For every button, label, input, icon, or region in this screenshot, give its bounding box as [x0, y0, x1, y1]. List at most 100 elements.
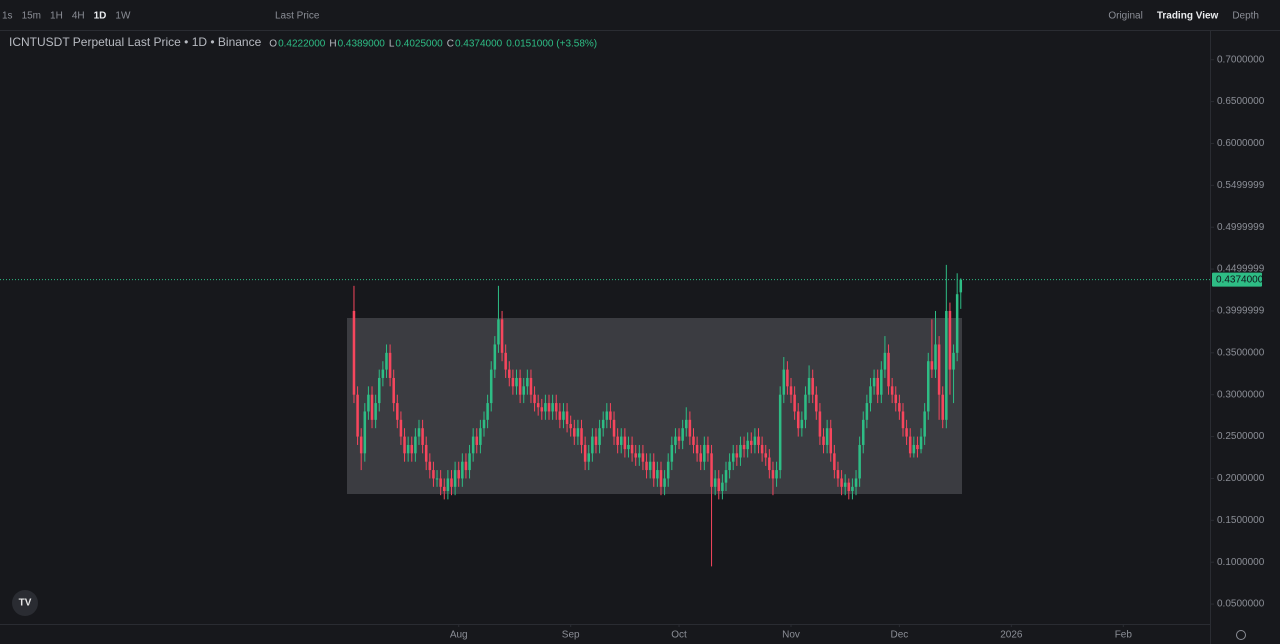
candle-body [760, 444, 764, 454]
candle-body [836, 470, 840, 479]
candle-body [630, 444, 634, 454]
candle-body [869, 386, 872, 404]
candle-body [638, 453, 641, 458]
candle-body [443, 486, 446, 492]
y-tick-label: 0.1000000 [1217, 557, 1265, 568]
candle-body [674, 436, 677, 445]
candle-body [605, 411, 609, 420]
candle-body [804, 394, 807, 420]
candle-body [573, 428, 576, 437]
candle-body [919, 436, 923, 450]
legend-value: 0.4389000 [338, 39, 386, 50]
tv-logo-text: TV [19, 598, 32, 609]
candle-body [533, 394, 536, 404]
y-tick-label: 0.3999999 [1217, 306, 1265, 317]
candle-body [377, 377, 381, 404]
interval-button[interactable]: 1W [115, 11, 131, 22]
x-tick-label: Dec [890, 630, 908, 641]
candle-body [843, 482, 847, 487]
candle-body [789, 386, 793, 395]
x-tick-label: Aug [450, 630, 468, 641]
candle-body [385, 352, 388, 370]
interval-button[interactable]: 1D [94, 11, 107, 22]
candle-body [522, 386, 525, 395]
interval-button[interactable]: 15m [22, 11, 41, 22]
candle-body [703, 444, 706, 462]
view-tab[interactable]: Original [1108, 11, 1142, 22]
y-tick-label: 0.3500000 [1217, 347, 1265, 358]
candle-body [692, 436, 695, 445]
candle-body [576, 428, 580, 437]
candle-body [894, 394, 898, 404]
candle-body [764, 453, 767, 458]
candle-body [374, 403, 377, 420]
candle-body [381, 369, 385, 378]
legend-key: L [389, 39, 395, 50]
candle-body [594, 436, 598, 445]
candle-body [508, 369, 511, 378]
interval-button[interactable]: 4H [72, 11, 85, 22]
candle-body [945, 310, 948, 420]
candle-body [916, 444, 919, 450]
legend-key: H [329, 39, 336, 50]
candle-body [825, 428, 829, 445]
y-tick-label: 0.3000000 [1217, 389, 1265, 400]
candle-body [551, 403, 554, 412]
candle-body [580, 428, 583, 445]
candle-body [569, 424, 572, 429]
candle-body [453, 470, 457, 487]
candle-body [591, 436, 594, 454]
candle-body [645, 461, 648, 471]
candle-body [363, 411, 367, 454]
candle-body [461, 461, 464, 479]
candle-body [670, 444, 674, 462]
price-mode[interactable]: Last Price [275, 11, 320, 22]
candle-body [778, 394, 782, 471]
candle-body [746, 440, 749, 450]
candle-body [450, 478, 453, 487]
candle-body [435, 478, 439, 480]
candle-body [905, 428, 908, 437]
y-tick-label: 0.2000000 [1217, 473, 1265, 484]
candle-body [865, 403, 869, 420]
candle-body [930, 361, 934, 370]
candle-body [515, 377, 518, 387]
candle-body [927, 361, 930, 412]
candle-body [475, 436, 479, 445]
settings-icon[interactable] [1236, 630, 1246, 640]
candle-body [796, 411, 800, 429]
candle-body [439, 478, 442, 487]
y-tick-label: 0.5499999 [1217, 180, 1265, 191]
y-tick-label: 0.6500000 [1217, 96, 1265, 107]
interval-button[interactable]: 1s [2, 11, 13, 22]
candle-body [536, 403, 540, 408]
candle-body [367, 394, 370, 412]
candle-body [432, 470, 435, 479]
candle-body [685, 419, 688, 429]
candle-body [634, 453, 637, 458]
candle-body [901, 411, 905, 429]
candle-body [587, 453, 591, 462]
candle-body [612, 419, 616, 437]
candle-body [565, 411, 569, 425]
candle-body [609, 411, 612, 420]
candle-body [482, 419, 486, 429]
candle-body [414, 436, 417, 454]
candle-body [504, 352, 507, 370]
x-tick-label: 2026 [1000, 630, 1023, 641]
view-tab[interactable]: Depth [1232, 11, 1259, 22]
candle-body [370, 394, 374, 420]
view-tab[interactable]: Trading View [1157, 11, 1219, 22]
candle-body [421, 428, 424, 445]
candle-body [786, 369, 789, 387]
candle-body [782, 369, 786, 395]
candle-body [898, 403, 901, 412]
candle-body [728, 461, 731, 471]
interval-button[interactable]: 1H [50, 11, 63, 22]
candle-body [562, 411, 565, 420]
candle-body [934, 344, 937, 370]
candle-body [659, 470, 663, 487]
